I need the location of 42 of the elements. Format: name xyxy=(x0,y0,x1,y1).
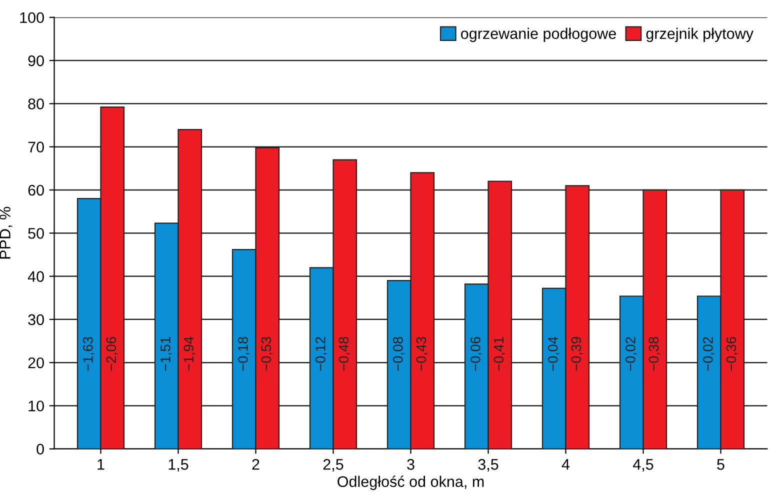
x-tick-label: 1,5 xyxy=(168,459,188,472)
annotation: −1,94 xyxy=(184,336,196,371)
annotation: −2,06 xyxy=(106,336,118,371)
x-axis-title: Odległość od okna, m xyxy=(338,476,484,490)
annotation: −0,48 xyxy=(338,336,350,371)
x-tick-label: 3 xyxy=(407,459,414,470)
y-tick-label: 10 xyxy=(28,400,44,412)
y-tick-label: 30 xyxy=(28,314,44,326)
annotation: −0,02 xyxy=(703,337,714,371)
annotation: −0,39 xyxy=(571,337,583,371)
annotation: −0,36 xyxy=(726,336,738,371)
x-tick-label: 4,5 xyxy=(632,459,654,472)
annotation: −0,04 xyxy=(548,336,560,371)
x-tick-label: 5 xyxy=(717,459,724,470)
y-tick-label: 0 xyxy=(36,444,44,455)
annotation: −1,63 xyxy=(83,336,94,371)
y-tick-label: 100 xyxy=(20,12,44,24)
y-tick-label: 90 xyxy=(28,55,44,66)
annotation: −0,12 xyxy=(316,337,327,371)
annotation: −0,08 xyxy=(393,336,404,371)
annotation: −0,18 xyxy=(238,336,250,371)
x-tick-label: 2,5 xyxy=(323,459,344,472)
y-tick-label: 20 xyxy=(28,357,44,368)
annotation: −0,02 xyxy=(626,337,637,371)
annotation: −0,53 xyxy=(261,336,273,371)
x-tick-label: 2 xyxy=(252,459,260,470)
y-tick-label: 80 xyxy=(28,98,44,110)
legend-label: grzejnik płytowy xyxy=(646,28,754,42)
legend-label: ogrzewanie podłogowe xyxy=(461,28,616,42)
x-tick-label: 3,5 xyxy=(478,459,498,472)
y-tick-label: 40 xyxy=(28,271,44,282)
x-tick-label: 1 xyxy=(98,459,104,470)
y-tick-label: 50 xyxy=(28,228,44,239)
y-axis-title: PPD, % xyxy=(0,206,12,259)
x-tick-label: 4 xyxy=(562,459,570,470)
y-tick-label: 60 xyxy=(28,184,44,196)
annotation: −0,38 xyxy=(648,336,660,371)
y-tick-label: 70 xyxy=(28,142,44,152)
annotation: −0,43 xyxy=(416,336,428,371)
annotation: −0,06 xyxy=(470,336,482,371)
annotation: −0,41 xyxy=(494,337,506,371)
annotation: −1,51 xyxy=(160,337,172,371)
